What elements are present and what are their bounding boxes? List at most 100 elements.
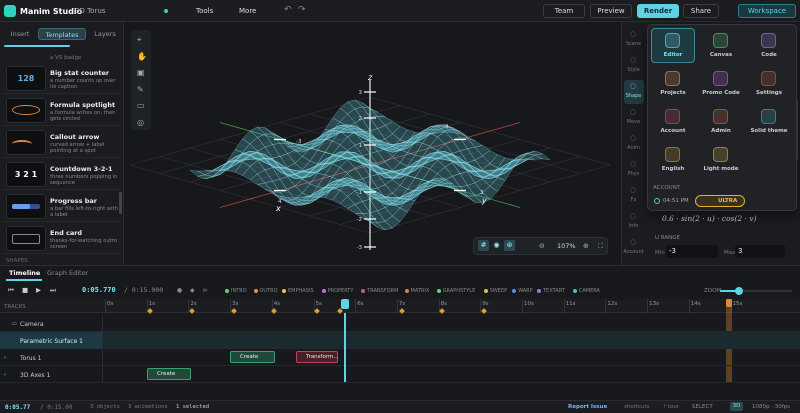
z-tick-label: -3 [357,245,363,251]
sidebar-label[interactable]: Anim [627,145,640,151]
legend-label: TEXTART [543,288,565,294]
timeline-tool[interactable]: ● [177,287,183,294]
ruler-tick [271,299,273,313]
sidebar-label[interactable]: Account [623,249,644,255]
tool-button[interactable]: ✋ [137,51,147,61]
shortcuts[interactable]: shortcuts [624,404,650,410]
timeline-tab[interactable]: Graph Editor [47,269,89,277]
template-card[interactable] [2,64,120,94]
legend-dot [404,289,409,293]
max-input[interactable]: 3 [735,245,785,258]
fit-view[interactable]: ⛶ [598,242,603,250]
template-card[interactable] [2,192,120,222]
view-toggle[interactable]: ⊛ [504,240,515,251]
timeline-clip[interactable]: Transform... [296,351,339,363]
timeline-clip[interactable]: Create [230,351,275,363]
transport-button[interactable]: ■ [22,286,29,294]
tools-menu[interactable]: Tools [196,7,214,15]
ruler-tick [355,299,357,313]
current-time: 0:05.770 [82,286,116,294]
sidebar-label[interactable]: Shape [625,93,642,99]
sidebar-icon[interactable]: ◌ [630,186,637,194]
sidebar-icon[interactable]: ◌ [630,82,637,90]
tour[interactable]: ? tour [663,404,679,410]
playhead-handle[interactable] [341,299,349,309]
timeline-tool[interactable]: ⊳ [203,287,209,294]
zoom-knob[interactable] [735,287,743,295]
panel-tab[interactable]: Insert [10,30,30,38]
sidebar-icon[interactable]: ◌ [630,238,637,246]
sidebar-label[interactable]: Fx [630,197,637,203]
legend-dot [537,289,541,293]
ruler-tick [522,299,523,313]
timeline-tool[interactable]: ◆ [190,287,195,294]
template-desc: curved arrow + label pointing at a spot [50,142,105,154]
sidebar-label[interactable]: Move [626,119,641,125]
template-title: Formula spotlight [50,101,116,109]
template-card[interactable] [2,224,120,254]
more-menu[interactable]: More [239,7,257,15]
track-header[interactable] [0,349,103,366]
scroll-progress [4,45,70,47]
menu-label: Projects [660,90,686,96]
sidebar-icon[interactable]: ◌ [630,108,637,116]
panel-tab[interactable]: Layers [94,30,116,38]
view-toggle[interactable]: # [478,240,489,251]
zoom-label: ZOOM [704,288,722,294]
template-thumb: 128 [6,66,46,91]
transport-button[interactable]: ▶ [36,286,41,294]
panel-tab[interactable]: Templates [38,28,86,40]
workspace-button[interactable]: Workspace [738,4,796,18]
menu-icon [713,147,728,162]
plan-badge[interactable]: ULTRA [695,195,745,207]
sidebar-icon[interactable]: ◌ [630,30,637,38]
tool-button[interactable]: ▣ [137,68,145,77]
report-issue[interactable]: Report Issue [568,404,608,410]
sidebar-label[interactable]: Style [627,67,640,73]
render-button[interactable]: Render [637,4,679,18]
tool-button[interactable]: ◎ [137,117,144,127]
legend-dot [321,289,326,293]
timeline-clip[interactable]: Create [147,368,191,380]
scrollbar [119,192,122,214]
z-tick-label: -1 [357,190,362,196]
share-button[interactable]: Share [683,4,719,18]
template-desc: thanks-for-watching outro screen [50,238,117,250]
template-card[interactable] [2,160,120,190]
sidebar-label[interactable]: Info [628,223,639,229]
tool-button[interactable]: ✎ [137,84,144,94]
view-toggle[interactable]: ◉ [493,241,500,249]
menu-label: Canvas [709,52,733,58]
sidebar-icon[interactable]: ◌ [630,56,637,64]
preview-button[interactable]: Preview [590,4,632,18]
min-input[interactable]: -3 [666,245,718,258]
playhead [344,313,346,382]
sidebar-icon[interactable]: ◌ [630,212,637,220]
timeline-tab[interactable]: Timeline [9,269,41,277]
tool-button[interactable]: ▭ [137,101,145,110]
track-name: Torus 1 [20,355,42,362]
transport-button[interactable]: ⏭ [50,286,56,294]
template-card[interactable] [2,128,120,158]
track-name: 3D Axes 1 [20,372,51,379]
legend-dot [225,289,229,293]
track-header[interactable] [0,332,103,349]
sidebar-icon[interactable]: ◌ [630,134,637,142]
tool-strip [131,30,151,130]
zoom-out[interactable]: ⊖ [539,242,545,250]
sidebar-label[interactable]: Phys [627,171,640,177]
menu-label: Admin [711,128,731,134]
redo[interactable]: ↷ [298,5,306,15]
tool-button[interactable]: ⌖ [137,35,142,44]
team-button[interactable]: Team [543,4,585,18]
sidebar-label[interactable]: Scene [625,41,642,47]
track-header[interactable] [0,366,103,383]
zoom-in[interactable]: ⊕ [583,242,589,250]
menu-label: Light mode [703,166,739,172]
transport-button[interactable]: ⏮ [8,286,14,294]
template-card[interactable] [2,96,120,126]
undo[interactable]: ↶ [284,5,292,15]
track-header[interactable] [0,315,103,332]
ruler-label: 2s [190,301,197,307]
sidebar-icon[interactable]: ◌ [630,160,637,168]
